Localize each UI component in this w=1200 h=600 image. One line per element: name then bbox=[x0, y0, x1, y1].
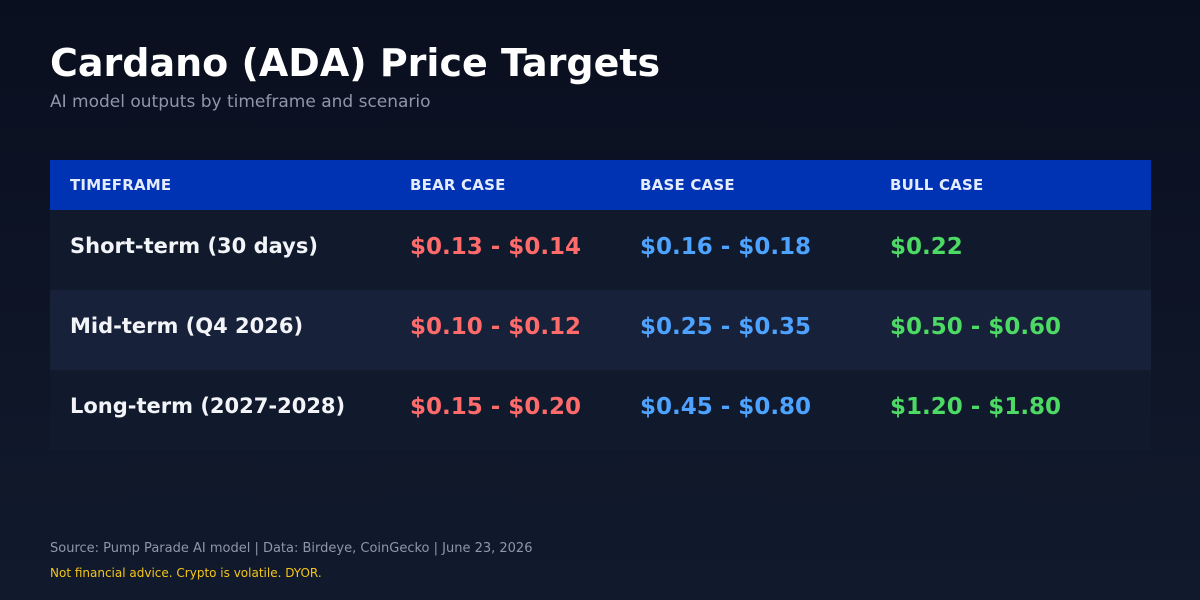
bear-case-cell: $0.13 - $0.14 bbox=[410, 234, 582, 260]
header-bull-case: BULL CASE bbox=[890, 176, 984, 194]
base-case-cell: $0.16 - $0.18 bbox=[640, 234, 812, 260]
header-timeframe: TIMEFRAME bbox=[70, 176, 172, 194]
header-bear-case: BEAR CASE bbox=[410, 176, 506, 194]
header-base-case: BASE CASE bbox=[640, 176, 735, 194]
footer-source: Source: Pump Parade AI model | Data: Bir… bbox=[50, 541, 533, 556]
bull-case-cell: $1.20 - $1.80 bbox=[890, 394, 1062, 420]
page-subtitle: AI model outputs by timeframe and scenar… bbox=[50, 92, 431, 112]
base-case-cell: $0.25 - $0.35 bbox=[640, 314, 812, 340]
bull-case-cell: $0.50 - $0.60 bbox=[890, 314, 1062, 340]
table-row: Mid-term (Q4 2026) $0.10 - $0.12 $0.25 -… bbox=[50, 290, 1151, 370]
timeframe-cell: Long-term (2027-2028) bbox=[70, 394, 346, 418]
footer-disclaimer: Not financial advice. Crypto is volatile… bbox=[50, 566, 322, 580]
bear-case-cell: $0.10 - $0.12 bbox=[410, 314, 582, 340]
price-targets-table: TIMEFRAME BEAR CASE BASE CASE BULL CASE … bbox=[50, 160, 1151, 450]
table-row: Long-term (2027-2028) $0.15 - $0.20 $0.4… bbox=[50, 370, 1151, 450]
base-case-cell: $0.45 - $0.80 bbox=[640, 394, 812, 420]
bear-case-cell: $0.15 - $0.20 bbox=[410, 394, 582, 420]
page-title: Cardano (ADA) Price Targets bbox=[50, 41, 661, 85]
table-header-row: TIMEFRAME BEAR CASE BASE CASE BULL CASE bbox=[50, 160, 1151, 210]
table-row: Short-term (30 days) $0.13 - $0.14 $0.16… bbox=[50, 210, 1151, 290]
timeframe-cell: Mid-term (Q4 2026) bbox=[70, 314, 304, 338]
timeframe-cell: Short-term (30 days) bbox=[70, 234, 318, 258]
bull-case-cell: $0.22 bbox=[890, 234, 963, 260]
